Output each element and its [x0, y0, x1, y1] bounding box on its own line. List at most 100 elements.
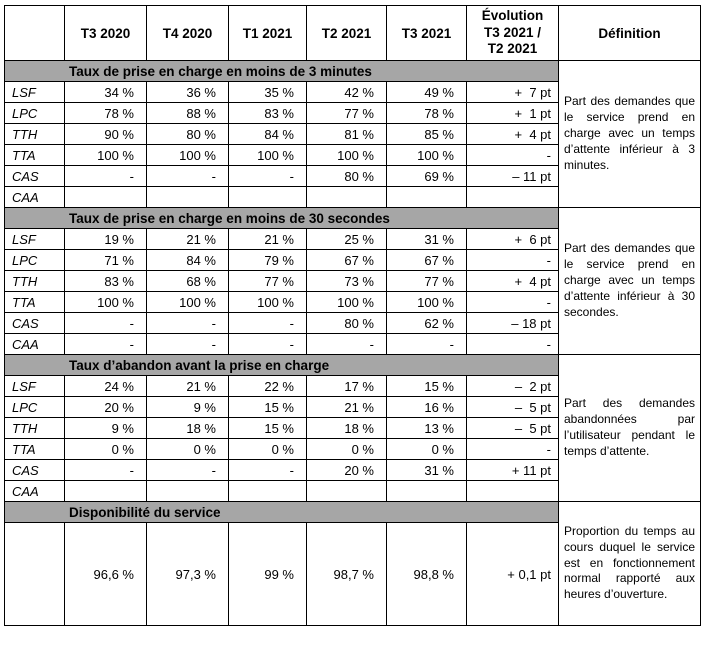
- metric-cell: 80 %: [306, 312, 387, 334]
- metric-cell: 99 %: [228, 522, 307, 626]
- evolution-cell: + 1 pt: [466, 102, 559, 124]
- metric-cell: [64, 186, 147, 208]
- metric-cell: 0 %: [146, 438, 229, 460]
- metric-cell: -: [306, 333, 387, 355]
- metric-cell: 100 %: [64, 291, 147, 313]
- row-label: TTA: [4, 438, 65, 460]
- evolution-cell: [466, 186, 559, 208]
- metric-cell: 96,6 %: [64, 522, 147, 626]
- metric-cell: 31 %: [386, 459, 467, 481]
- metric-cell: 13 %: [386, 417, 467, 439]
- metric-cell: 80 %: [306, 165, 387, 187]
- col-header-definition: Définition: [558, 5, 701, 61]
- metric-cell: 100 %: [228, 291, 307, 313]
- metric-cell: [146, 186, 229, 208]
- table-row: CAA: [4, 186, 701, 208]
- evolution-cell: + 4 pt: [466, 270, 559, 292]
- row-label: CAS: [4, 165, 65, 187]
- metric-cell: 0 %: [64, 438, 147, 460]
- metric-cell: [228, 480, 307, 502]
- metric-cell: -: [64, 333, 147, 355]
- metric-cell: 85 %: [386, 123, 467, 145]
- metric-cell: 34 %: [64, 81, 147, 103]
- metric-cell: 15 %: [386, 375, 467, 397]
- metric-cell: 77 %: [228, 270, 307, 292]
- row-label: CAS: [4, 459, 65, 481]
- col-header-t3-2021: T3 2021: [386, 5, 467, 61]
- metric-cell: -: [64, 312, 147, 334]
- metric-cell: 88 %: [146, 102, 229, 124]
- metric-cell: 67 %: [306, 249, 387, 271]
- metric-cell: 81 %: [306, 123, 387, 145]
- metric-cell: 83 %: [228, 102, 307, 124]
- metric-cell: 24 %: [64, 375, 147, 397]
- row-label: CAA: [4, 186, 65, 208]
- metric-cell: -: [146, 312, 229, 334]
- metric-cell: 71 %: [64, 249, 147, 271]
- metric-cell: 9 %: [64, 417, 147, 439]
- table-row: TTH 83 % 68 % 77 % 73 % 77 % + 4 pt: [4, 270, 701, 292]
- evolution-cell: -: [466, 333, 559, 355]
- table-row: TTH 9 % 18 % 15 % 18 % 13 % – 5 pt: [4, 417, 701, 439]
- metric-cell: 21 %: [146, 375, 229, 397]
- metric-cell: 21 %: [146, 228, 229, 250]
- metric-cell: 97,3 %: [146, 522, 229, 626]
- metric-cell: 20 %: [306, 459, 387, 481]
- col-header-evolution: Évolution T3 2021 / T2 2021: [466, 5, 559, 61]
- table-row: CAS - - - 20 % 31 % + 11 pt: [4, 459, 701, 481]
- header-row: T3 2020 T4 2020 T1 2021 T2 2021 T3 2021 …: [4, 5, 701, 61]
- section-title: Taux de prise en charge en moins de 3 mi…: [4, 60, 559, 82]
- section-header-row: Taux de prise en charge en moins de 3 mi…: [4, 60, 701, 208]
- metric-cell: [146, 480, 229, 502]
- col-header-t2-2021: T2 2021: [306, 5, 387, 61]
- row-label: [4, 522, 65, 626]
- metric-cell: 100 %: [306, 291, 387, 313]
- section-title: Disponibilité du service: [4, 501, 559, 523]
- metric-cell: 9 %: [146, 396, 229, 418]
- evolution-cell: + 4 pt: [466, 123, 559, 145]
- section-header-row: Disponibilité du service Proportion du t…: [4, 501, 701, 626]
- section-title: Taux d’abandon avant la prise en charge: [4, 354, 559, 376]
- section-title: Taux de prise en charge en moins de 30 s…: [4, 207, 559, 229]
- metric-cell: 15 %: [228, 417, 307, 439]
- metric-cell: 73 %: [306, 270, 387, 292]
- metric-cell: -: [64, 165, 147, 187]
- metric-cell: 42 %: [306, 81, 387, 103]
- metric-cell: -: [386, 333, 467, 355]
- metric-cell: 68 %: [146, 270, 229, 292]
- metric-cell: 80 %: [146, 123, 229, 145]
- metric-cell: -: [146, 165, 229, 187]
- metric-cell: 83 %: [64, 270, 147, 292]
- section-header-row: Taux de prise en charge en moins de 30 s…: [4, 207, 701, 355]
- metric-cell: 25 %: [306, 228, 387, 250]
- metric-cell: [64, 480, 147, 502]
- metric-cell: 62 %: [386, 312, 467, 334]
- evolution-cell: -: [466, 144, 559, 166]
- table-row: TTA 0 % 0 % 0 % 0 % 0 % -: [4, 438, 701, 460]
- metric-cell: 77 %: [386, 270, 467, 292]
- evolution-cell: -: [466, 249, 559, 271]
- metric-cell: 21 %: [228, 228, 307, 250]
- metric-cell: 100 %: [64, 144, 147, 166]
- metric-cell: 49 %: [386, 81, 467, 103]
- metric-cell: 0 %: [386, 438, 467, 460]
- evolution-cell: – 18 pt: [466, 312, 559, 334]
- evolution-cell: -: [466, 438, 559, 460]
- row-label: LPC: [4, 396, 65, 418]
- metric-cell: -: [228, 333, 307, 355]
- evolution-cell: + 7 pt: [466, 81, 559, 103]
- definition-cell: Proportion du temps au cours duquel le s…: [558, 501, 701, 626]
- evolution-cell: – 5 pt: [466, 396, 559, 418]
- metric-cell: 98,8 %: [386, 522, 467, 626]
- table-row: LPC 20 % 9 % 15 % 21 % 16 % – 5 pt: [4, 396, 701, 418]
- row-label: TTH: [4, 270, 65, 292]
- table-row: TTA 100 % 100 % 100 % 100 % 100 % -: [4, 144, 701, 166]
- definition-cell: Part des demandes abandonnées par l’util…: [558, 354, 701, 502]
- metric-cell: 78 %: [64, 102, 147, 124]
- metric-cell: 22 %: [228, 375, 307, 397]
- metric-cell: [386, 480, 467, 502]
- metric-cell: 84 %: [228, 123, 307, 145]
- kpi-table: T3 2020 T4 2020 T1 2021 T2 2021 T3 2021 …: [4, 5, 701, 626]
- evolution-cell: -: [466, 291, 559, 313]
- definition-cell: Part des demandes que le service prend e…: [558, 207, 701, 355]
